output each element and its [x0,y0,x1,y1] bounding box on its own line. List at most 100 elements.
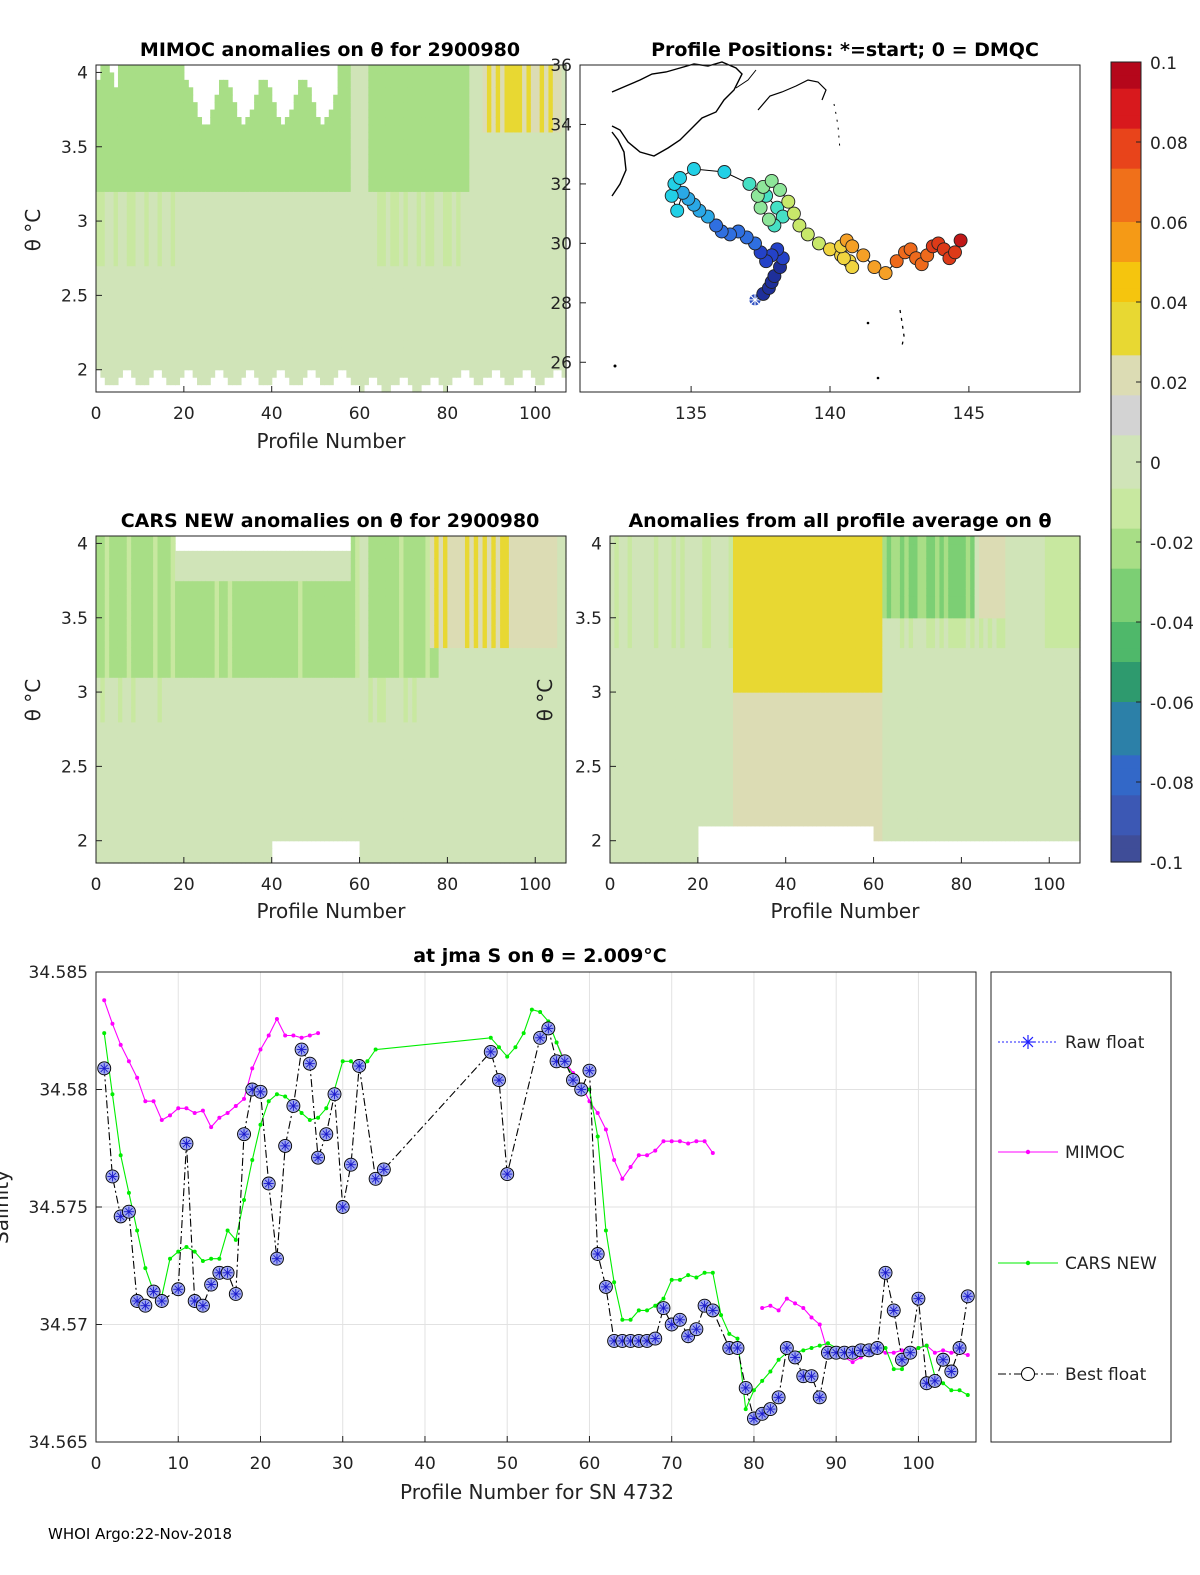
mimoc-ytick: 2 [77,361,88,381]
colorbar-tick: -0.08 [1150,774,1194,794]
point [242,1096,247,1101]
point [176,1106,181,1111]
point [595,1111,600,1115]
point [686,1141,691,1146]
allavg-ytick: 4 [591,534,602,554]
point [299,1111,304,1115]
point [143,1099,148,1104]
allavg-xtick: 20 [687,875,709,895]
mimoc-xtick: 40 [261,404,283,424]
best-float-point [672,1312,687,1327]
point [233,1237,238,1242]
best-float-point [492,1073,506,1088]
best-float-point [533,1030,548,1045]
point [365,1059,370,1064]
best-float-point [500,1167,515,1182]
salinity-xtick: 0 [91,1454,102,1474]
mimoc-panel: MIMOC anomalies on θ for 2900980 0 20 40 60… [21,39,567,453]
best-float-point [779,1341,794,1355]
track-point [889,254,904,269]
allavg-xlabel: Profile Number [771,899,921,923]
mimoc-heatmap [96,65,567,393]
point [110,1021,115,1026]
point [307,1118,312,1123]
point [291,1033,296,1038]
colorbar: 0.1 0.08 0.06 0.04 0.02 0 -0.02 -0.04 -0.06 -0.08… [1110,54,1194,874]
point [883,1346,888,1350]
point [242,1197,247,1202]
point [168,1256,173,1261]
best-float-point [878,1265,893,1280]
best-float-point [903,1345,918,1360]
point [529,1007,534,1012]
point [110,1092,115,1097]
best-float-point [319,1127,334,1142]
best-float-point [344,1157,358,1172]
point [694,1139,699,1144]
point [710,1270,715,1275]
best-float-point [730,1341,745,1355]
mimoc-axes-box [95,64,567,393]
cars-ytick: 2.5 [61,757,88,777]
cars-xtick: 100 [519,875,551,895]
best-float-point [582,1063,597,1078]
best-float-point [352,1059,367,1073]
point [209,1125,214,1130]
best-float-point [763,1402,778,1417]
track-point [786,206,801,221]
point [965,1393,970,1397]
cars-xtick: 60 [349,875,371,895]
point [307,1033,312,1038]
point [612,1158,617,1162]
point [274,1017,279,1021]
best-float-point [179,1136,194,1151]
track-point [764,173,779,188]
allavg-ytick: 2.5 [575,757,602,777]
point [225,1111,230,1115]
positions-ytick: 32 [550,175,572,195]
point [941,1348,946,1353]
point [521,1031,526,1036]
positions-panel: Profile Positions: *=start; 0 = DMQC 135… [550,39,1081,424]
best-float-point [804,1369,819,1384]
track-point [773,182,787,197]
positions-title: Profile Positions: *=start; 0 = DMQC [651,39,1039,61]
salinity-ytick: 34.58 [39,1081,88,1101]
point [217,1256,222,1261]
best-float-point [870,1341,885,1355]
point [669,1277,674,1282]
best-float-point [195,1298,210,1313]
point [801,1306,806,1311]
allavg-heatmap [610,536,1081,864]
point [776,1308,781,1313]
best-float-point [237,1127,251,1142]
point [192,1111,197,1115]
point [768,1303,773,1308]
track-point [753,200,768,215]
best-float-point [261,1176,276,1191]
track-point [800,227,815,242]
point [776,1357,781,1362]
point [118,1153,123,1158]
point [636,1308,641,1313]
mimoc-xtick: 60 [349,404,371,424]
point [135,1228,140,1233]
point [702,1139,707,1144]
point [209,1256,214,1261]
best-float-point [220,1265,235,1280]
point [159,1118,164,1123]
cars-ytick: 4 [77,534,88,554]
point [817,1322,822,1327]
point [538,1009,543,1014]
point [891,1367,896,1372]
salinity-title: at jma S on θ = 2.009°C [413,945,667,967]
point [151,1099,156,1104]
point [850,1360,855,1365]
point [760,1378,765,1383]
legend-label: Raw float [1065,1033,1145,1053]
allavg-xtick: 100 [1033,875,1065,895]
cars-ylabel: θ °C [21,679,45,722]
point [801,1348,806,1353]
point [299,1035,304,1040]
point [735,1336,740,1341]
